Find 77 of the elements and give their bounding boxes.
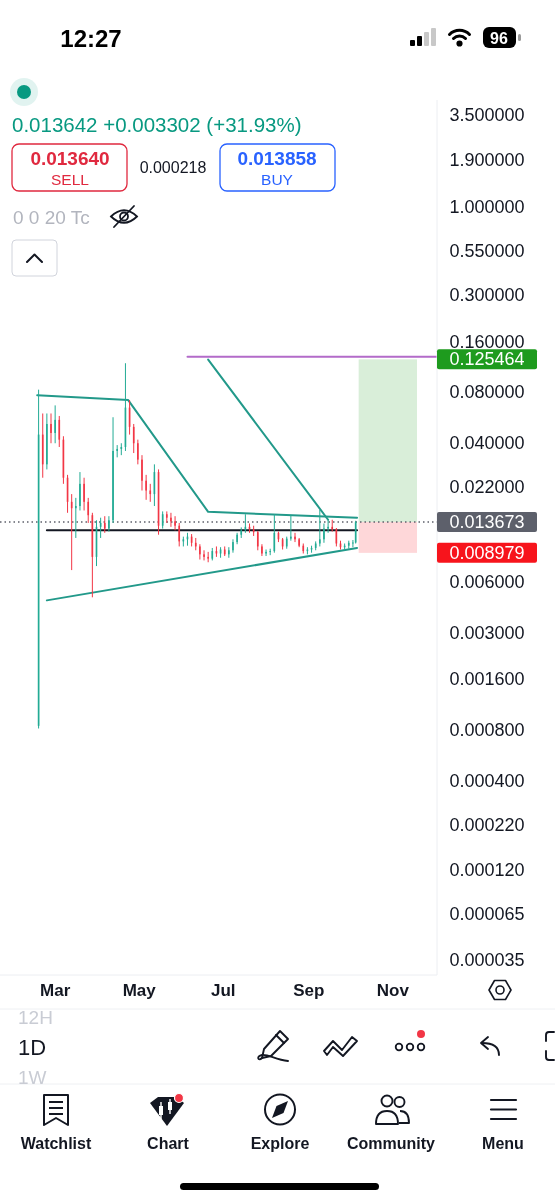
- annotation: SELL: [51, 170, 90, 188]
- annotation: 0.013642 +0.003302 (+31.93%): [12, 112, 302, 136]
- y-tick-label: 0.022000: [449, 477, 525, 498]
- y-tick-label: 0.080000: [449, 382, 525, 403]
- y-tick-label: 0.000800: [449, 720, 525, 741]
- text: Menu: [482, 1134, 524, 1152]
- x-tick-label: Sep: [293, 980, 325, 1000]
- candlestick: [165, 510, 168, 524]
- band-label: 0.125464: [449, 349, 525, 370]
- candlestick: [290, 514, 292, 542]
- x-tick-label: Mar: [40, 980, 71, 1000]
- text: 12:27: [60, 24, 122, 52]
- candlestick: [87, 497, 90, 524]
- candlestick: [178, 522, 181, 547]
- y-tick-label: 1.900000: [449, 149, 525, 170]
- candlestick: [170, 512, 172, 528]
- annotation: 0.013858: [237, 147, 317, 169]
- y-tick-label: 0.000220: [449, 815, 525, 836]
- candlestick: [50, 412, 52, 444]
- x-tick-label: Jul: [211, 980, 236, 1000]
- candlestick: [228, 546, 230, 559]
- candlestick: [203, 549, 205, 561]
- candlestick: [141, 454, 143, 492]
- text: Community: [347, 1134, 436, 1152]
- annotation: BUY: [261, 170, 293, 188]
- candlestick: [269, 548, 272, 556]
- y-tick-label: 3.500000: [449, 105, 525, 126]
- candlestick: [108, 515, 110, 533]
- text: Explore: [250, 1134, 310, 1152]
- y-tick-label: 1.000000: [449, 197, 525, 218]
- band-label: 0.008979: [449, 542, 525, 563]
- candlestick: [74, 497, 77, 539]
- text: Watchlist: [20, 1134, 92, 1152]
- candlestick: [83, 477, 85, 511]
- annotation: 0.000218: [139, 158, 207, 176]
- y-tick-label: 0.006000: [449, 572, 525, 593]
- candlestick: [298, 537, 300, 548]
- text: 1D: [18, 1034, 47, 1060]
- candlestick: [112, 416, 114, 524]
- x-tick-label: Nov: [376, 980, 410, 1000]
- text: Chart: [147, 1134, 190, 1152]
- y-tick-label: 0.300000: [449, 285, 525, 306]
- candlestick: [323, 522, 325, 544]
- candlestick: [261, 543, 263, 557]
- candlestick: [132, 423, 135, 454]
- candlestick: [174, 515, 176, 531]
- y-tick-label: 0.000065: [449, 904, 525, 925]
- candlestick: [236, 532, 238, 545]
- candlestick: [265, 549, 267, 557]
- candlestick: [70, 493, 73, 571]
- candlestick: [46, 412, 48, 470]
- candlestick: [54, 404, 56, 444]
- candlestick: [327, 518, 329, 534]
- candlestick: [319, 509, 321, 547]
- candlestick: [58, 415, 61, 448]
- y-tick-label: 0.040000: [449, 433, 525, 454]
- candlestick: [232, 538, 234, 554]
- candlestick: [79, 471, 81, 511]
- y-tick-label: 0.550000: [449, 240, 525, 261]
- annotation: 0 0 20 Tc: [13, 206, 90, 228]
- candlestick: [199, 543, 201, 561]
- y-tick-label: 0.001600: [449, 669, 525, 690]
- candlestick: [294, 532, 296, 543]
- x-tick-label: May: [122, 980, 157, 1000]
- ref-line-label: 0.013673: [449, 512, 525, 532]
- annotation: 0.013640: [30, 147, 110, 169]
- candlestick: [116, 444, 118, 458]
- y-tick-label: 0.000400: [449, 771, 525, 792]
- y-tick-label: 0.000120: [449, 859, 525, 880]
- text: 96: [490, 29, 508, 47]
- y-tick-label: 0.003000: [449, 623, 525, 644]
- candlestick: [207, 551, 209, 563]
- candlestick: [137, 439, 139, 465]
- candlestick: [256, 530, 259, 551]
- y-tick-label: 0.160000: [449, 331, 525, 352]
- y-tick-label: 0.000035: [449, 949, 525, 970]
- candlestick: [145, 474, 147, 501]
